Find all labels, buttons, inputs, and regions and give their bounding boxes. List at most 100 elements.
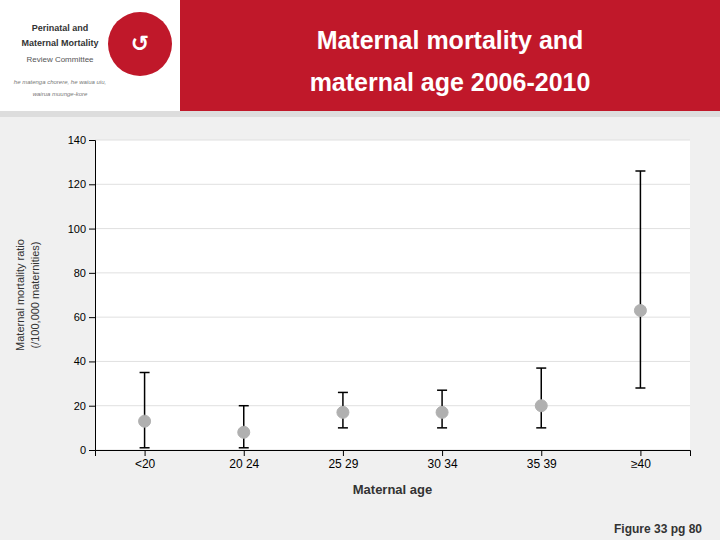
header-background xyxy=(180,0,720,111)
point xyxy=(139,415,151,427)
y-tick: 80 xyxy=(74,267,95,279)
y-tick-mark xyxy=(89,184,95,185)
x-tick-label: 20 24 xyxy=(229,457,259,471)
x-tick-mark xyxy=(145,450,146,456)
annotation: Review Committee xyxy=(26,55,94,64)
x-tick: 25 29 xyxy=(328,450,358,471)
annotation: he matenga chorere, he waiua uiu, xyxy=(14,79,106,85)
x-tick: <20 xyxy=(135,450,156,471)
error-bar-line xyxy=(640,171,642,388)
logo-background xyxy=(0,0,180,111)
y-tick: 120 xyxy=(68,178,95,190)
y-tick: 40 xyxy=(74,355,95,367)
annotation: Perinatal and xyxy=(32,23,89,33)
x-tick-label: 30 34 xyxy=(428,457,458,471)
error-bar-line xyxy=(144,373,146,448)
y-axis-line xyxy=(89,141,96,451)
y-tick-mark xyxy=(89,361,95,362)
point xyxy=(535,400,547,412)
x-tick-label: 25 29 xyxy=(328,457,358,471)
x-tick-mark xyxy=(640,450,641,456)
point xyxy=(238,426,250,438)
error-bar-cap-lower xyxy=(437,427,447,429)
y-tick-mark xyxy=(89,406,95,407)
y-tick-mark xyxy=(89,140,95,141)
caption: Figure 33 pg 80 xyxy=(614,522,702,536)
x-tick-mark xyxy=(541,450,542,456)
y-tick-label: 100 xyxy=(68,223,86,235)
chart: Maternal mortality and maternal age 2006-… xyxy=(0,0,720,540)
x-tick-mark xyxy=(244,450,245,456)
x-tick-label: ≥40 xyxy=(631,457,651,471)
grid-line xyxy=(95,317,690,318)
y-tick-label: 40 xyxy=(74,355,86,367)
error-bar xyxy=(536,368,546,428)
point xyxy=(436,406,448,418)
title-line: Maternal mortality and xyxy=(317,26,584,54)
y-tick-label: 60 xyxy=(74,311,86,323)
logo-circle xyxy=(108,12,172,76)
annotation: ↺ xyxy=(131,31,149,56)
x-tick: 20 24 xyxy=(229,450,259,471)
grid-line xyxy=(95,184,690,185)
title: Maternal mortality and maternal age 2006-… xyxy=(310,26,591,96)
y-tick-mark xyxy=(89,229,95,230)
y-axis-title-line: (/100,000 maternities) xyxy=(29,242,41,349)
error-bar-cap-upper xyxy=(635,170,645,172)
grid-line xyxy=(95,228,690,229)
error-bar xyxy=(140,373,150,448)
annotation: Maternal Mortality xyxy=(21,38,98,48)
grid-line xyxy=(95,140,690,141)
error-bar-cap-upper xyxy=(239,405,249,407)
error-bar-cap-lower xyxy=(338,427,348,429)
error-bar-line xyxy=(541,368,543,428)
point xyxy=(337,406,349,418)
error-bar xyxy=(239,406,249,448)
grid-line xyxy=(95,361,690,362)
grid-line xyxy=(95,405,690,406)
grid-line xyxy=(95,272,690,273)
x-tick: 30 34 xyxy=(428,450,458,471)
background xyxy=(0,0,720,540)
y-tick-mark xyxy=(89,317,95,318)
y-tick-label: 80 xyxy=(74,267,86,279)
y-tick-label: 120 xyxy=(68,178,86,190)
plot-background xyxy=(95,140,690,450)
y-axis-title: Maternal mortality ratio(/100,000 matern… xyxy=(14,239,41,351)
error-bar xyxy=(437,390,447,428)
x-tick: 35 39 xyxy=(527,450,557,471)
marks xyxy=(139,171,647,448)
y-axis: 0 20 40 60 80 100 120 140 xyxy=(68,134,96,456)
error-bar-cap-lower xyxy=(239,447,249,449)
error-bar xyxy=(338,392,348,427)
error-bar-cap-upper xyxy=(536,367,546,369)
error-bar-cap-upper xyxy=(338,392,348,394)
point xyxy=(634,305,646,317)
header-shadow xyxy=(0,111,720,117)
x-tick-mark xyxy=(442,450,443,456)
y-tick-label: 20 xyxy=(74,400,86,412)
x-axis: <20 20 24 25 29 30 34 35 39 ≥40 xyxy=(96,450,691,471)
error-bar-cap-lower xyxy=(536,427,546,429)
error-bar-cap-lower xyxy=(635,387,645,389)
y-tick-label: 0 xyxy=(80,444,86,456)
y-tick-mark xyxy=(89,450,95,451)
grid xyxy=(95,140,690,450)
plot: 0 20 40 60 80 100 120 140 <20 20 24 25 29 30 34 35 3… xyxy=(68,134,691,471)
error-bar-cap-lower xyxy=(140,447,150,449)
y-axis-title-line: Maternal mortality ratio xyxy=(14,239,26,351)
x-tick-label: 35 39 xyxy=(527,457,557,471)
x-tick-mark xyxy=(343,450,344,456)
y-tick: 140 xyxy=(68,134,95,146)
annotation: wairua muunge-kore xyxy=(33,91,88,97)
y-tick-label: 140 xyxy=(68,134,86,146)
y-tick: 100 xyxy=(68,223,95,235)
error-bar-cap-upper xyxy=(140,372,150,374)
y-tick: 60 xyxy=(74,311,95,323)
error-bar-cap-upper xyxy=(437,389,447,391)
title-line: maternal age 2006-2010 xyxy=(310,68,591,96)
y-tick-mark xyxy=(89,273,95,274)
error-bar xyxy=(635,171,645,388)
y-tick: 0 xyxy=(80,444,95,456)
x-tick-label: <20 xyxy=(135,457,156,471)
